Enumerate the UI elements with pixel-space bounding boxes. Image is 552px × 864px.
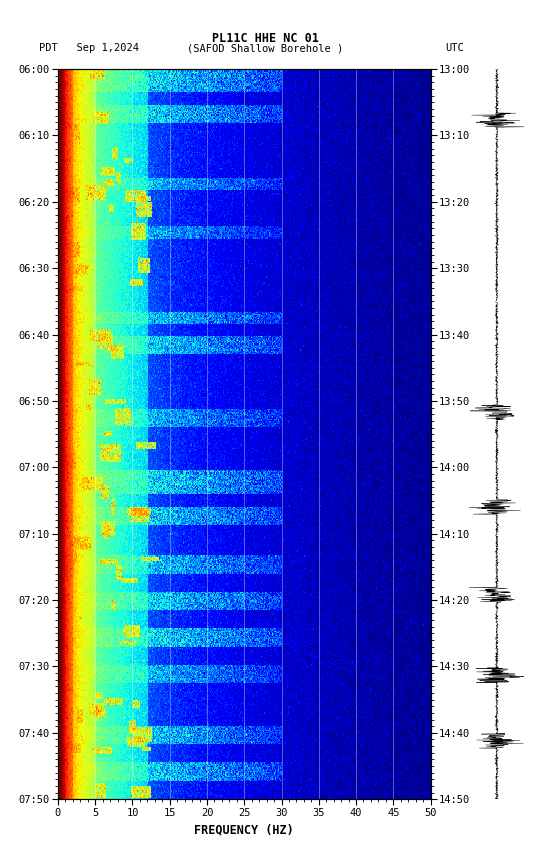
Text: UTC: UTC	[445, 43, 464, 54]
Text: (SAFOD Shallow Borehole ): (SAFOD Shallow Borehole )	[187, 43, 343, 54]
Text: PL11C HHE NC 01: PL11C HHE NC 01	[211, 32, 319, 45]
X-axis label: FREQUENCY (HZ): FREQUENCY (HZ)	[194, 823, 294, 836]
Text: PDT   Sep 1,2024: PDT Sep 1,2024	[39, 43, 139, 54]
